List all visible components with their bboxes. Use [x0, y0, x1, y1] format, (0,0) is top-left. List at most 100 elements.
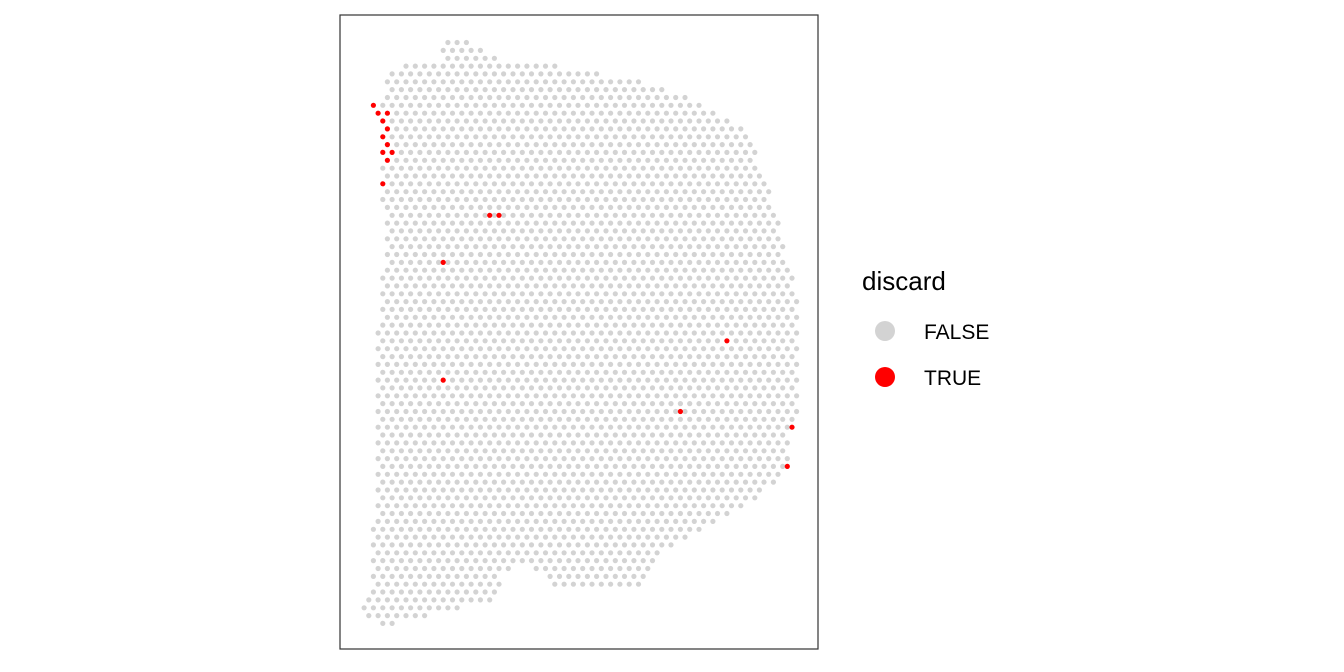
spot-false: [761, 354, 767, 360]
spot-false: [789, 354, 795, 360]
spot-false: [463, 87, 469, 93]
spot-false: [394, 487, 400, 493]
spot-false: [673, 361, 679, 367]
spot-false: [533, 503, 539, 509]
spot-false: [626, 550, 632, 556]
spot-false: [775, 377, 781, 383]
spot-false: [538, 181, 544, 187]
spot-false: [780, 291, 786, 297]
spot-false: [617, 204, 623, 210]
spot-false: [645, 471, 651, 477]
spot-false: [496, 236, 502, 242]
spot-false: [668, 134, 674, 140]
spot-false: [519, 416, 525, 422]
spot-false: [403, 581, 409, 587]
spot-false: [724, 322, 730, 328]
spot-false: [449, 236, 456, 242]
spot-false: [501, 71, 507, 77]
spot-false: [640, 510, 646, 517]
spot-false: [431, 236, 437, 242]
spot-false: [445, 134, 451, 140]
spot-false: [533, 142, 539, 148]
spot-false: [510, 71, 516, 77]
spot-false: [491, 401, 497, 407]
spot-false: [552, 220, 558, 226]
spot-false: [370, 558, 376, 564]
spot-false: [436, 479, 442, 485]
spot-false: [528, 118, 535, 124]
spot-false: [580, 393, 586, 399]
spot-false: [635, 142, 642, 148]
spot-false: [473, 369, 479, 375]
spot-false: [510, 542, 516, 548]
spot-false: [589, 471, 595, 477]
spot-false: [705, 479, 711, 485]
spot-false: [635, 393, 642, 399]
spot-false: [463, 55, 469, 61]
spot-false: [742, 401, 749, 407]
spot-false: [617, 456, 623, 462]
spot-false: [449, 189, 456, 195]
spot-false: [426, 306, 432, 312]
spot-false: [454, 291, 460, 297]
spot-false: [714, 338, 721, 344]
spot-false: [640, 149, 646, 155]
spot-false: [468, 534, 474, 540]
spot-false: [728, 361, 735, 367]
spot-false: [412, 251, 418, 258]
spot-false: [422, 126, 428, 132]
spot-false: [691, 456, 697, 462]
spot-false: [608, 361, 614, 367]
spot-false: [468, 251, 474, 258]
spot-false: [598, 456, 604, 462]
spot-false: [556, 542, 563, 548]
spot-false: [412, 236, 418, 242]
spot-false: [621, 306, 628, 312]
spot-false: [440, 361, 446, 367]
spot-false: [431, 581, 437, 587]
spot-false: [580, 110, 586, 116]
spot-false: [733, 181, 739, 187]
spot-false: [696, 526, 702, 532]
spot-false: [454, 55, 460, 61]
spot-false: [524, 63, 530, 69]
spot-false: [561, 299, 567, 305]
spot-false: [589, 550, 595, 556]
spot-false: [654, 299, 660, 305]
spot-false: [538, 275, 544, 281]
spot-false: [580, 126, 586, 132]
spot-false: [566, 118, 572, 124]
spot-false: [719, 314, 725, 320]
spot-false: [687, 212, 693, 218]
spot-false: [519, 322, 525, 328]
spot-false: [524, 503, 530, 509]
spot-false: [491, 87, 497, 93]
spot-false: [477, 393, 483, 399]
spot-false: [659, 432, 665, 438]
spot-false: [724, 165, 730, 171]
spot-false: [566, 322, 572, 328]
spot-false: [626, 283, 632, 289]
spot-false: [552, 283, 558, 289]
spot-false: [422, 471, 428, 477]
legend-label-false: FALSE: [924, 321, 989, 344]
spot-false: [394, 79, 400, 85]
spot-false: [449, 267, 456, 273]
spot-false: [436, 510, 442, 517]
spot-true: [380, 118, 386, 124]
spot-false: [454, 338, 460, 344]
spot-false: [542, 456, 549, 462]
spot-false: [426, 259, 432, 265]
spot-false: [375, 456, 381, 462]
spot-false: [459, 518, 465, 525]
spot-false: [621, 573, 628, 580]
spot-false: [468, 142, 474, 148]
spot-false: [515, 377, 521, 383]
spot-false: [547, 181, 553, 187]
spot-false: [542, 440, 549, 446]
spot-false: [426, 275, 432, 281]
spot-false: [733, 275, 739, 281]
spot-false: [775, 283, 781, 289]
spot-false: [626, 204, 632, 210]
spot-false: [761, 196, 767, 203]
